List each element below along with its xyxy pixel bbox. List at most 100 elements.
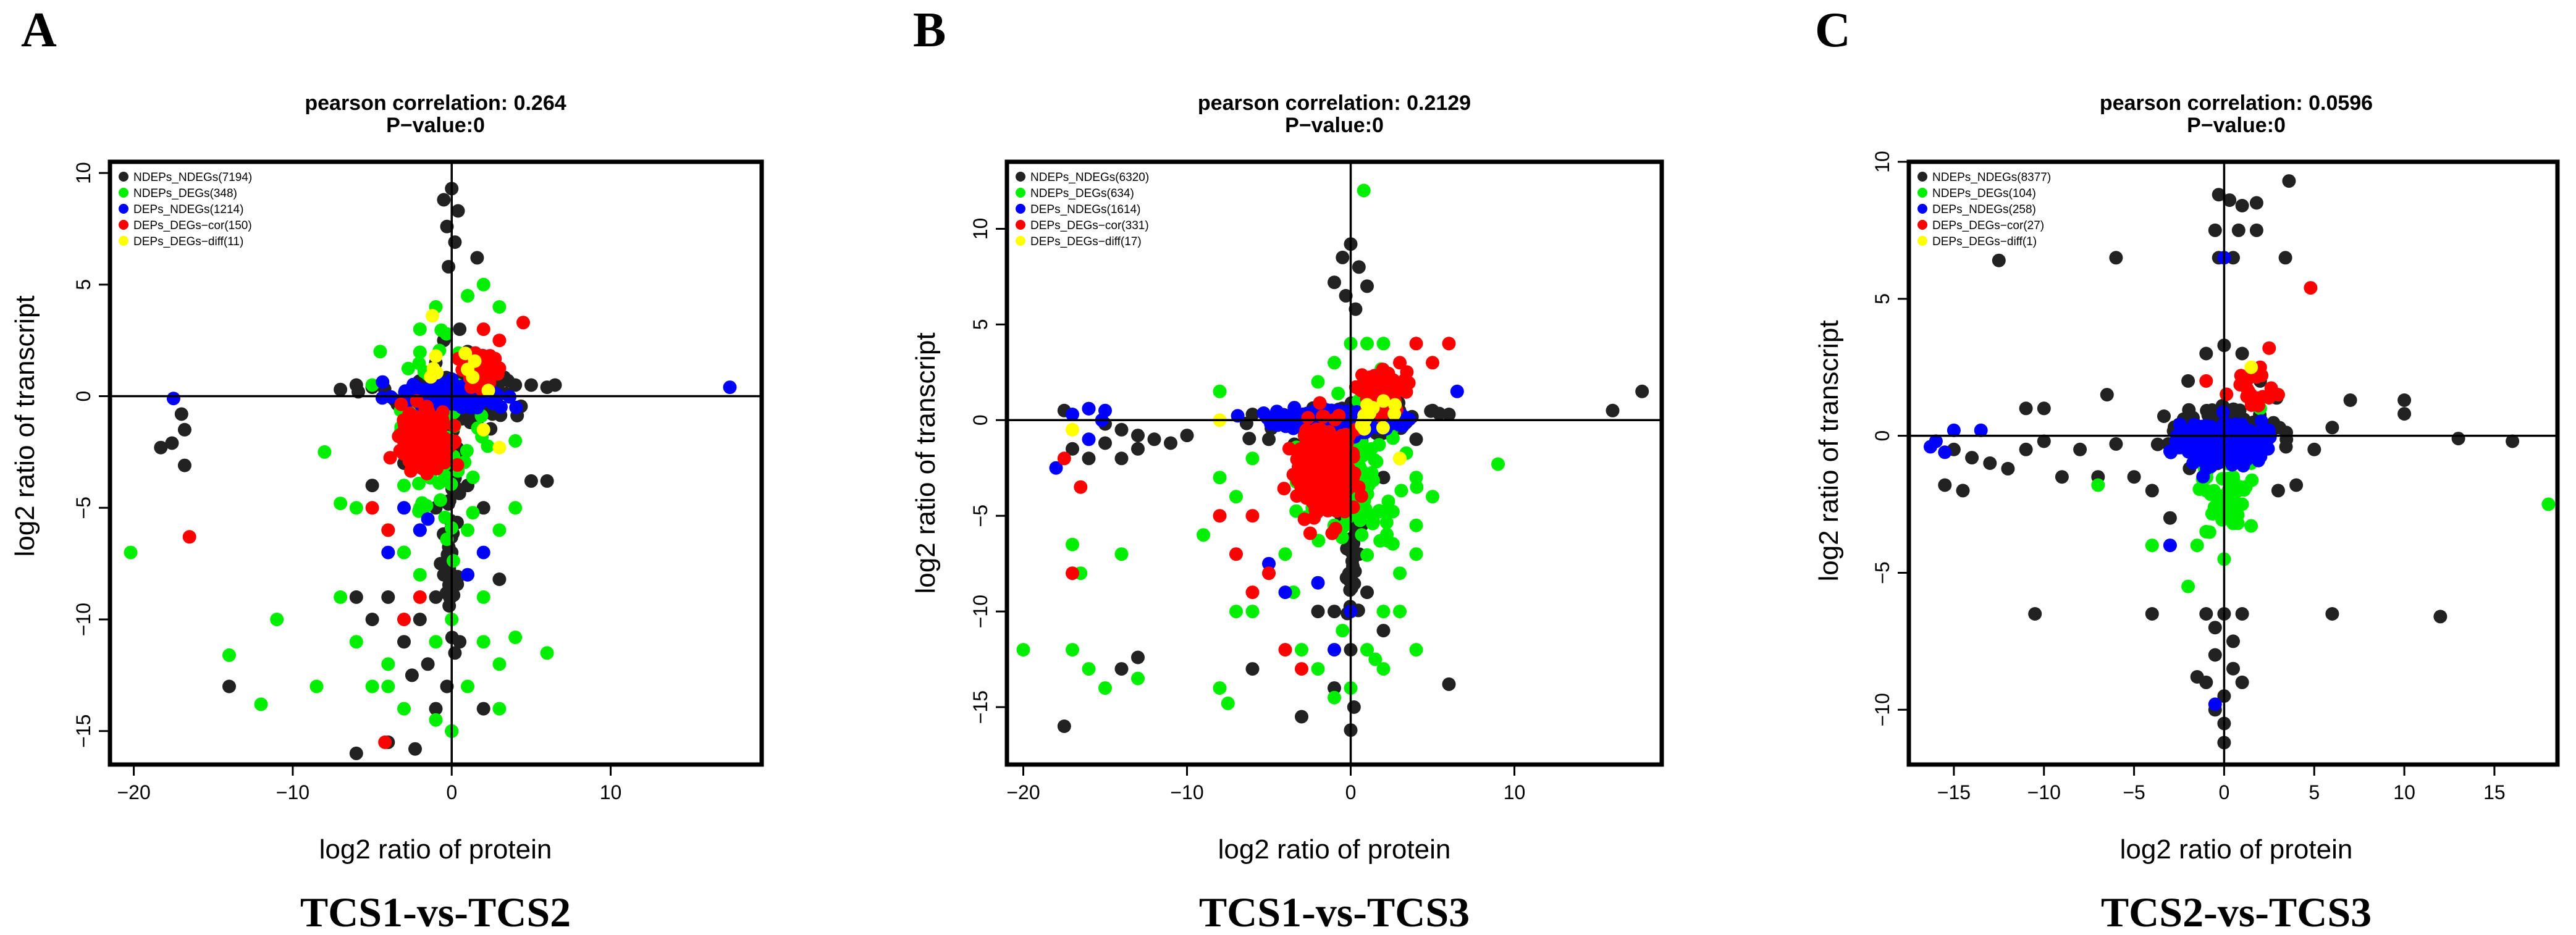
data-point (1256, 406, 1271, 420)
data-point (2289, 478, 2304, 492)
data-point (2506, 434, 2520, 448)
data-point (1376, 337, 1391, 351)
legend-label: NDEPs_DEGs(104) (1932, 187, 2036, 200)
data-point (1301, 411, 1315, 425)
data-point (446, 554, 460, 568)
data-point (1398, 373, 1412, 387)
data-point (419, 498, 434, 513)
data-point (447, 436, 461, 450)
data-point (1229, 605, 1243, 619)
data-point (397, 479, 411, 493)
data-point (1328, 275, 1341, 290)
data-point (453, 322, 467, 337)
data-point (2186, 456, 2200, 470)
data-point (2279, 440, 2293, 454)
data-point (1114, 547, 1129, 561)
data-point (451, 204, 465, 218)
data-point (1221, 696, 1235, 710)
data-point (1426, 490, 1439, 504)
panel-letter-c: C (1815, 3, 1851, 57)
data-point (1393, 451, 1407, 466)
data-point (349, 746, 363, 760)
data-point (429, 590, 443, 604)
data-point (1295, 710, 1308, 724)
data-point (1342, 428, 1357, 442)
data-point (1325, 462, 1339, 476)
data-point (2235, 199, 2249, 212)
data-point (2237, 483, 2251, 497)
y-tick-label-b: 10 (969, 218, 991, 240)
data-point (365, 501, 379, 515)
data-point (365, 613, 379, 626)
legend-marker (1917, 236, 1927, 246)
data-point (373, 345, 387, 359)
data-point (2235, 346, 2249, 361)
data-point (2215, 472, 2229, 486)
data-point (2226, 634, 2240, 648)
data-point (1305, 437, 1320, 450)
data-point (1328, 643, 1341, 657)
data-point (2244, 393, 2258, 408)
data-point (2163, 539, 2177, 553)
data-point (476, 590, 490, 604)
data-point (1131, 442, 1145, 456)
data-point (1147, 432, 1161, 447)
legend-label: DEPs_DEGs−diff(17) (1030, 235, 1142, 248)
data-point (461, 523, 474, 537)
data-point (1098, 436, 1112, 450)
data-point (1131, 671, 1145, 686)
data-point (1386, 431, 1400, 445)
y-tick-label-b: −10 (969, 595, 991, 628)
data-point (349, 635, 363, 649)
data-point (1366, 515, 1380, 529)
x-axis-label-b: log2 ratio of protein (1218, 834, 1451, 865)
data-point (468, 354, 482, 368)
data-point (2019, 401, 2033, 416)
data-point (1295, 643, 1308, 657)
plot-frame-b (1004, 159, 1664, 767)
data-point (334, 590, 348, 604)
series-deps-degs-diff-c (2244, 360, 2258, 374)
data-point (1393, 605, 1407, 619)
data-point (334, 497, 348, 511)
y-axis-label-a: log2 ratio of transcript (10, 295, 40, 556)
data-point (1114, 422, 1129, 437)
data-point (1357, 183, 1371, 198)
data-point (1355, 368, 1369, 382)
legend-marker (119, 220, 128, 230)
data-point (2164, 445, 2178, 459)
legend-marker (119, 204, 128, 214)
legend-label: NDEPs_NDEGs(6320) (1030, 171, 1149, 184)
data-point (2192, 421, 2206, 434)
data-point (492, 657, 507, 671)
data-point (1295, 662, 1308, 676)
y-axis-label-b: log2 ratio of transcript (911, 332, 941, 593)
plot-frame-a (107, 159, 764, 767)
data-point (1197, 528, 1210, 542)
data-point (1376, 662, 1391, 676)
x-axis-label-a: log2 ratio of protein (319, 834, 552, 865)
data-point (421, 657, 435, 671)
data-point (1311, 605, 1325, 619)
data-point (1339, 442, 1353, 456)
data-point (476, 545, 490, 560)
data-point (405, 434, 419, 448)
data-point (540, 646, 554, 660)
legend-marker (1917, 188, 1927, 198)
data-point (1310, 505, 1324, 519)
data-point (1409, 471, 1423, 485)
data-point (1360, 337, 1374, 351)
data-point (2304, 281, 2318, 295)
y-axis-label-c: log2 ratio of transcript (1814, 320, 1844, 581)
data-point (1992, 253, 2006, 267)
data-point (2109, 437, 2123, 451)
data-point (1329, 495, 1342, 509)
x-tick-label-b: 0 (1345, 781, 1357, 803)
data-point (413, 322, 427, 337)
data-point (318, 445, 332, 459)
data-point (2262, 341, 2276, 355)
data-point (1278, 643, 1292, 657)
y-tick-label-b: 0 (969, 414, 991, 426)
data-point (548, 378, 562, 392)
data-point (413, 590, 427, 604)
